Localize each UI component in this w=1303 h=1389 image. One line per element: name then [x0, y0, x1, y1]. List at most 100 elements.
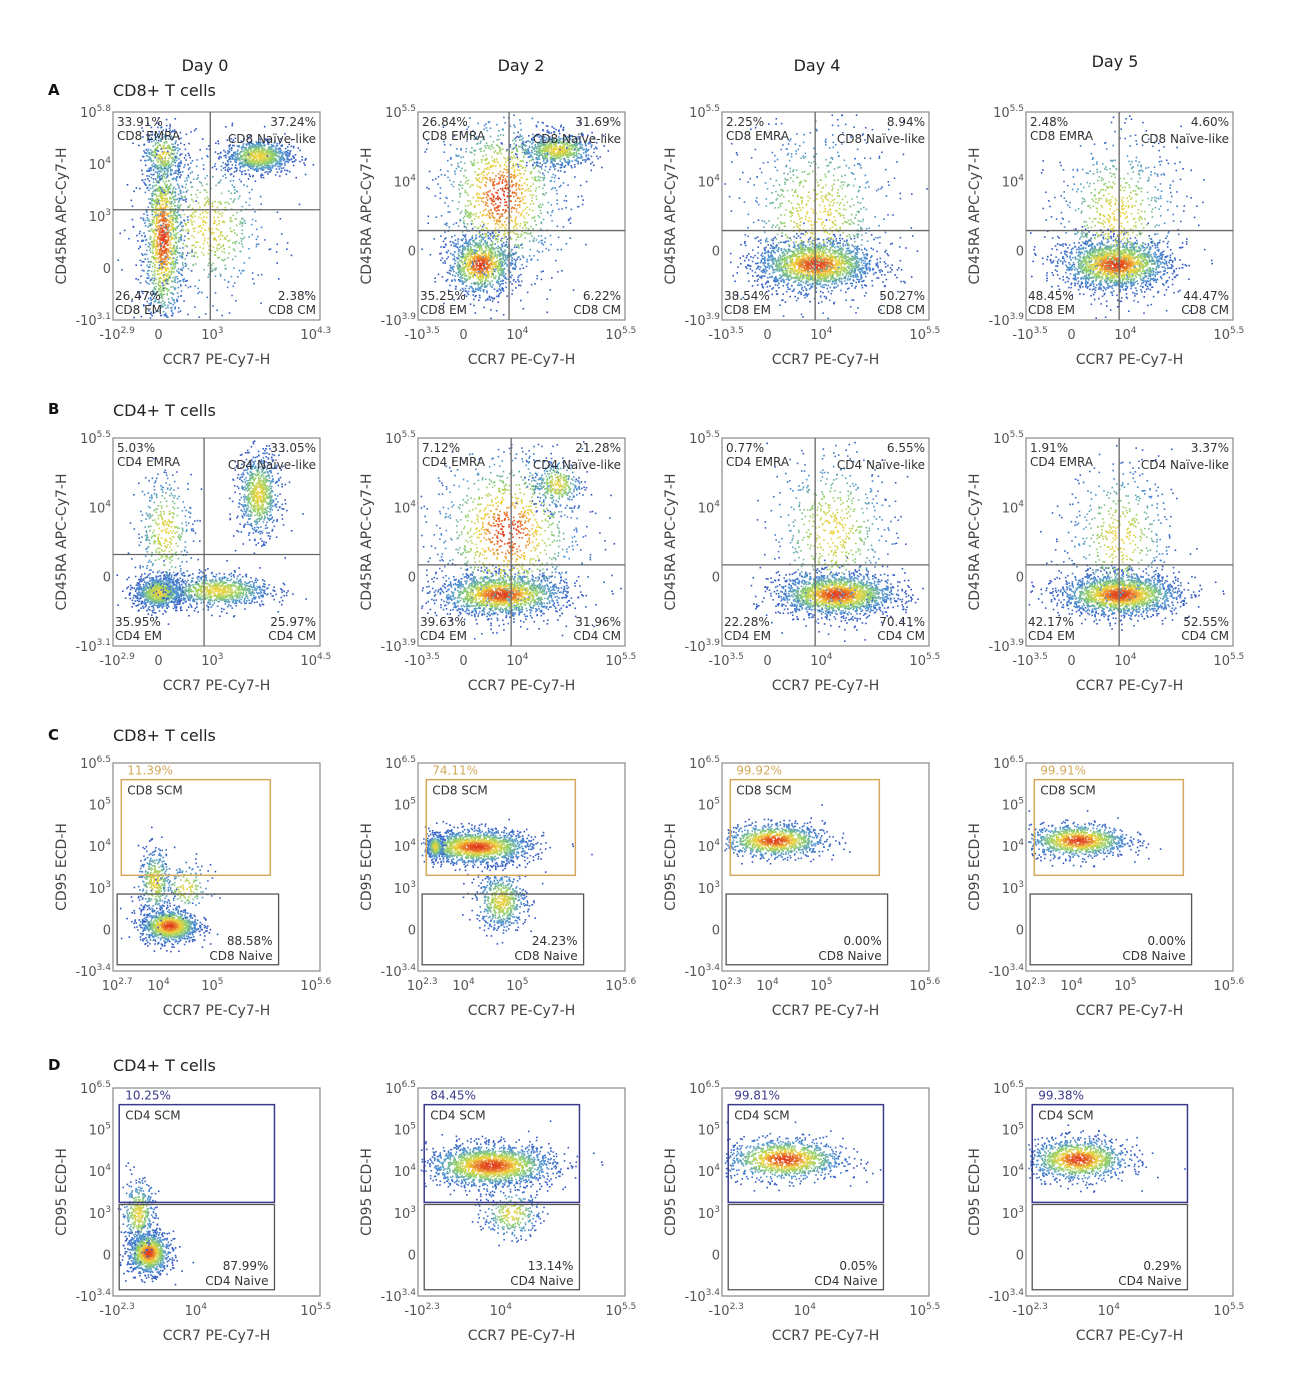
- event-dot: [132, 219, 134, 221]
- event-dot: [148, 246, 150, 248]
- event-dot: [173, 187, 175, 189]
- event-dot: [173, 232, 175, 234]
- event-dot: [160, 263, 162, 265]
- row-title-b: CD4+ T cells: [113, 401, 216, 420]
- event-dot: [152, 247, 154, 249]
- event-dot: [165, 181, 167, 183]
- event-dot: [173, 247, 175, 249]
- event-dot: [178, 194, 180, 196]
- event-dot: [169, 188, 171, 190]
- event-dot: [172, 277, 174, 279]
- event-dot: [175, 233, 177, 235]
- event-dot: [154, 241, 156, 243]
- panel-letter-a: A: [48, 81, 60, 99]
- event-dot: [162, 275, 164, 277]
- event-dot: [156, 219, 158, 221]
- event-dot: [168, 262, 170, 264]
- event-dot: [140, 265, 142, 267]
- event-dot: [174, 302, 176, 304]
- event-dot: [160, 243, 162, 245]
- column-header-day4: Day 4: [794, 56, 841, 75]
- event-dot: [152, 191, 154, 193]
- event-dot: [166, 244, 168, 246]
- event-dot: [172, 251, 174, 253]
- event-dot: [167, 172, 169, 174]
- event-dot: [159, 189, 161, 191]
- event-dot: [135, 278, 137, 280]
- event-dot: [145, 192, 147, 194]
- event-dot: [151, 211, 153, 213]
- event-dot: [155, 286, 157, 288]
- event-dot: [140, 282, 142, 284]
- event-dot: [150, 188, 152, 190]
- event-dot: [160, 220, 162, 222]
- event-dot: [172, 188, 174, 190]
- event-dot: [172, 312, 174, 314]
- event-dot: [155, 283, 157, 285]
- event-dot: [168, 279, 170, 281]
- event-dot: [155, 248, 157, 250]
- event-dot: [153, 182, 155, 184]
- event-dot: [163, 223, 165, 225]
- column-header-day0: Day 0: [182, 56, 229, 75]
- event-dot: [155, 193, 157, 195]
- event-dot: [172, 263, 174, 265]
- event-dot: [140, 217, 142, 219]
- event-dot: [152, 253, 154, 255]
- event-dot: [182, 247, 184, 249]
- event-dot: [170, 273, 172, 275]
- event-dot: [167, 291, 169, 293]
- event-dot: [136, 187, 138, 189]
- event-dot: [178, 271, 180, 273]
- event-dot: [174, 289, 176, 291]
- event-dot: [176, 199, 178, 201]
- event-dot: [166, 184, 168, 186]
- event-dot: [156, 241, 158, 243]
- event-dot: [165, 224, 167, 226]
- event-dot: [158, 281, 160, 283]
- event-dot: [167, 267, 169, 269]
- event-dot: [158, 273, 160, 275]
- event-dot: [190, 286, 192, 288]
- event-dot: [158, 195, 160, 197]
- event-dot: [149, 264, 151, 266]
- event-dot: [147, 258, 149, 260]
- event-dot: [191, 270, 193, 272]
- event-dot: [158, 249, 160, 251]
- event-dot: [158, 222, 160, 224]
- event-dot: [164, 244, 166, 246]
- event-dot: [148, 190, 150, 192]
- event-dot: [178, 268, 180, 270]
- event-dot: [151, 261, 153, 263]
- event-dot: [164, 183, 166, 185]
- event-dot: [160, 193, 162, 195]
- event-dot: [159, 238, 161, 240]
- event-dot: [162, 231, 164, 233]
- event-dot: [172, 211, 174, 213]
- event-dot: [168, 239, 170, 241]
- event-dot: [142, 174, 144, 176]
- event-dot: [183, 219, 185, 221]
- event-dot: [180, 238, 182, 240]
- column-header-day2: Day 2: [498, 56, 545, 75]
- event-dot: [165, 313, 167, 315]
- event-dot: [187, 232, 189, 234]
- event-dot: [186, 255, 188, 257]
- event-dot: [172, 196, 174, 198]
- event-dot: [165, 273, 167, 275]
- event-dot: [163, 311, 165, 313]
- event-dot: [169, 220, 171, 222]
- event-dot: [145, 184, 147, 186]
- event-dot: [160, 248, 162, 250]
- event-dot: [163, 218, 165, 220]
- event-dot: [169, 257, 171, 259]
- event-dot: [145, 281, 147, 283]
- event-dot: [165, 191, 167, 193]
- event-dot: [146, 212, 148, 214]
- event-dot: [176, 246, 178, 248]
- column-headers: Day 0 Day 2 Day 4 Day 5: [182, 52, 1139, 75]
- event-dot: [133, 191, 135, 193]
- event-dot: [177, 262, 179, 264]
- event-dot: [173, 179, 175, 181]
- event-dot: [146, 254, 148, 256]
